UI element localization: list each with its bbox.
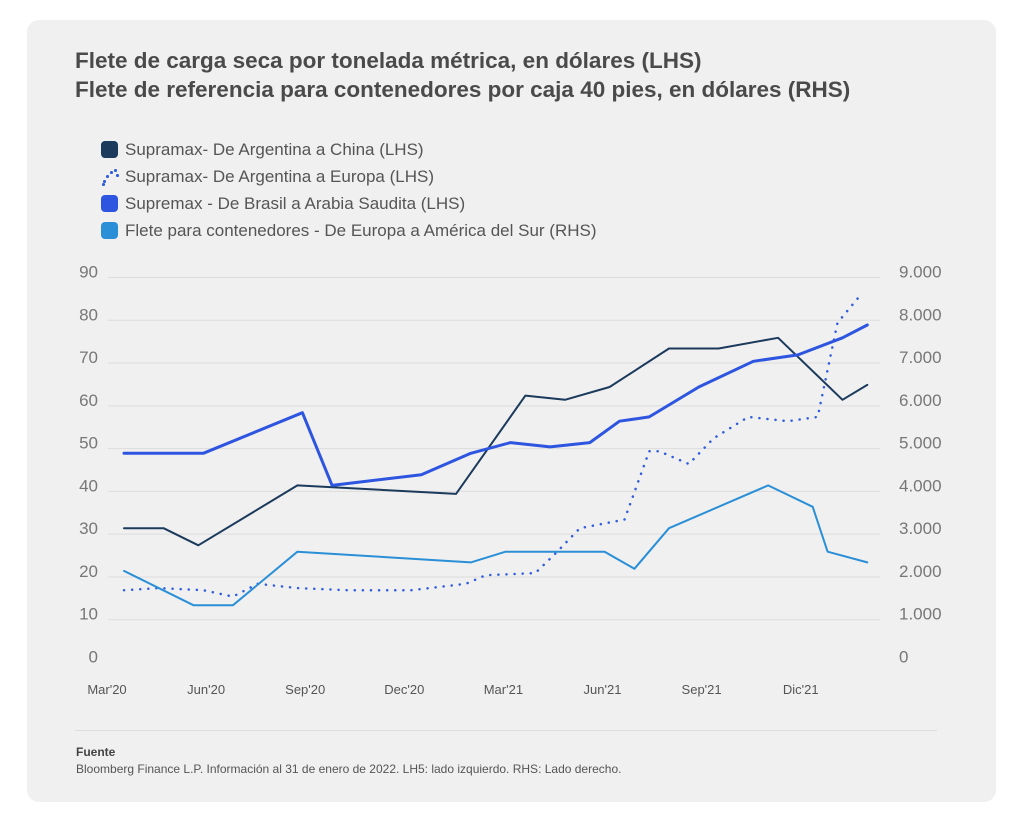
y-left-tick-label: 10 [79,605,98,624]
y-right-tick-label: 7.000 [899,348,942,367]
footer-divider [75,730,937,731]
y-right-tick-label: 3.000 [899,519,942,538]
x-tick-label: Dec'20 [384,682,424,697]
x-tick-label: Mar'21 [484,682,523,697]
source-text: Bloomberg Finance L.P. Información al 31… [76,762,622,776]
legend-swatch-brasil-arabia [101,195,118,212]
legend-label-brasil-arabia: Supremax - De Brasil a Arabia Saudita (L… [125,193,466,213]
y-right-tick-label: 4.000 [899,476,942,495]
series-line-4 [123,484,869,607]
x-tick-label: Sep'21 [682,682,722,697]
chart-title: Flete de carga seca por tonelada métrica… [75,46,850,104]
y-left-tick-label: 70 [79,348,98,367]
legend-swatch-contenedores [101,222,118,239]
legend-item-contenedores: Flete para contenedores - De Europa a Am… [101,217,597,244]
legend-swatch-argentina-china [101,141,118,158]
y-axis-right: 9.000 8.000 7.000 6.000 5.000 4.000 3.000 2.000… [899,263,942,667]
legend-label-argentina-china: Supramax- De Argentina a China (LHS) [125,139,424,159]
legend-label-argentina-europa: Supramax- De Argentina a Europa (LHS) [125,166,434,186]
x-tick-label: Sep'20 [285,682,325,697]
y-left-tick-label: 20 [79,562,98,581]
legend-label-contenedores: Flete para contenedores - De Europa a Am… [125,220,597,240]
chart-legend: Supramax- De Argentina a China (LHS) Sup… [101,136,597,244]
grid-lines [108,277,880,621]
series-line-1 [123,336,869,547]
source-label: Fuente [76,745,116,759]
y-axis-left: 90 80 70 60 50 40 30 20 10 0 [79,263,98,667]
x-tick-label: Dic'21 [783,682,819,697]
chart-title-line-1: Flete de carga seca por tonelada métrica… [75,48,702,73]
chart-card: Flete de carga seca por tonelada métrica… [27,20,996,802]
y-right-tick-label: 2.000 [899,562,942,581]
y-right-tick-label: 6.000 [899,391,942,410]
y-right-tick-label: 8.000 [899,305,942,324]
y-left-tick-label: 40 [79,476,98,495]
y-right-tick-label: 9.000 [899,263,942,282]
legend-swatch-argentina-europa [101,168,119,186]
x-tick-label: Jun'20 [187,682,225,697]
legend-item-brasil-arabia: Supremax - De Brasil a Arabia Saudita (L… [101,190,597,217]
series-line-3 [122,323,869,487]
y-right-tick-label: 5.000 [899,434,942,453]
y-left-tick-label: 90 [79,263,98,282]
y-right-tick-label: 0 [899,648,908,667]
chart-title-line-2: Flete de referencia para contenedores po… [75,77,851,102]
y-left-tick-label: 80 [79,305,98,324]
x-tick-label: Jun'21 [584,682,622,697]
series-lines [122,291,869,607]
y-left-tick-label: 30 [79,519,98,538]
y-right-tick-label: 1.000 [899,605,942,624]
y-left-tick-label: 60 [79,391,98,410]
y-left-tick-label: 50 [79,434,98,453]
y-left-tick-label: 0 [89,648,98,667]
x-tick-label: Mar'20 [87,682,126,697]
series-line-2 [122,291,864,598]
legend-item-argentina-china: Supramax- De Argentina a China (LHS) [101,136,597,163]
legend-item-argentina-europa: Supramax- De Argentina a Europa (LHS) [101,163,597,190]
x-axis: Mar'20 Jun'20 Sep'20 Dec'20 Mar'21 Jun'21 Sep'… [87,682,818,697]
